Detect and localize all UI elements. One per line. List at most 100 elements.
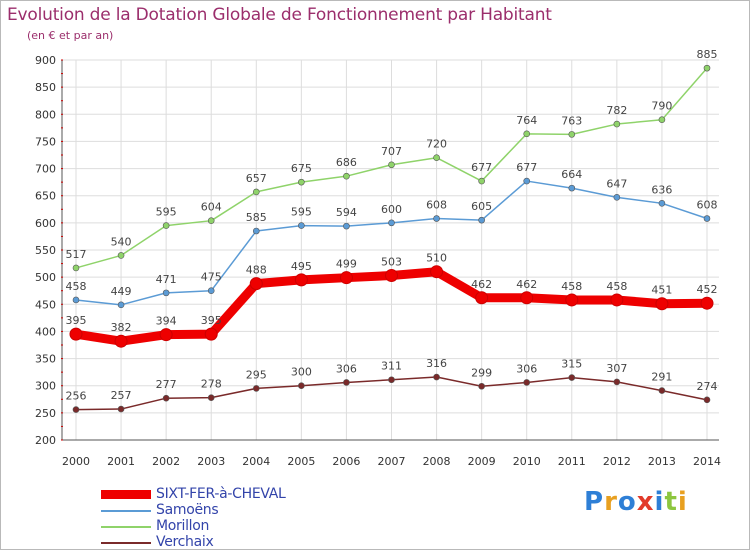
data-label: 510 [426,252,447,265]
data-label: 664 [561,168,582,181]
data-label: 636 [651,183,672,196]
legend-label-verchaix: Verchaix [156,534,214,550]
data-point [388,161,395,169]
data-label: 295 [246,368,267,381]
data-point [613,194,621,201]
y-tick-label: 200 [35,434,56,447]
x-tick-label: 2006 [332,455,360,468]
data-label: 256 [66,390,87,403]
legend-label-sixt: SIXT-FER-à-CHEVAL [156,486,286,502]
x-tick-label: 2000 [62,455,90,468]
data-point [478,382,485,390]
data-label: 720 [426,138,447,151]
y-tick-label: 400 [35,325,56,338]
data-point [523,379,531,386]
data-label: 395 [66,314,87,327]
x-tick-label: 2014 [693,455,721,468]
x-tick-label: 2005 [287,455,315,468]
data-label: 686 [336,156,357,169]
data-label: 763 [561,114,582,127]
data-point [478,216,485,224]
chart-title: Evolution de la Dotation Globale de Fonc… [7,5,552,25]
data-point [478,177,485,185]
data-label: 311 [381,360,402,373]
data-label: 278 [201,378,222,391]
y-tick-label: 600 [35,217,56,230]
data-point [114,334,128,348]
data-point [159,328,173,342]
data-label: 503 [381,256,402,269]
data-label: 277 [156,378,177,391]
data-point [703,64,711,72]
data-label: 488 [246,264,267,277]
data-point [658,387,666,394]
data-point [249,277,263,291]
data-label: 595 [291,206,312,219]
data-label: 495 [291,260,312,273]
data-point [385,269,398,283]
data-point [703,396,711,404]
data-point [343,222,350,230]
legend-swatch-samoens [101,510,151,512]
data-point [72,264,80,272]
data-label: 707 [381,145,402,158]
x-tick-label: 2003 [197,455,225,468]
data-label: 291 [651,371,672,384]
data-label: 604 [201,201,222,214]
data-label: 316 [426,357,447,370]
data-label: 471 [156,273,177,286]
x-tick-label: 2008 [423,455,451,468]
data-point [298,382,305,390]
data-point [523,177,531,185]
data-label: 499 [336,258,357,271]
data-point [69,327,83,341]
data-label: 595 [156,206,177,219]
data-label: 594 [336,206,357,219]
data-label: 274 [697,380,718,393]
y-tick-label: 450 [35,298,56,311]
data-point [339,271,353,285]
data-label: 462 [516,278,537,291]
y-tick-label: 350 [35,353,56,366]
data-point [520,291,534,305]
y-tick-label: 550 [35,244,56,257]
data-point [207,287,215,295]
data-point [72,296,80,304]
data-label: 657 [246,172,267,185]
data-point [433,154,440,162]
data-point [204,327,218,341]
data-label: 306 [336,362,357,375]
data-point [343,172,350,180]
chart-subtitle: (en € et par an) [27,29,114,42]
data-point [658,200,666,207]
data-point [565,293,579,307]
data-label: 257 [111,389,132,402]
data-point [568,374,576,381]
y-tick-label: 900 [35,54,56,67]
data-label: 462 [471,278,492,291]
data-label: 306 [516,362,537,375]
data-label: 517 [66,248,87,261]
data-label: 451 [651,284,672,297]
legend-swatch-verchaix [101,542,151,544]
data-point [343,379,350,386]
legend-label-morillon: Morillon [156,518,210,534]
data-label: 540 [111,235,132,248]
data-point [523,130,531,138]
data-label: 608 [697,199,718,212]
data-point [162,222,170,229]
data-label: 600 [381,203,402,216]
data-label: 677 [471,161,492,174]
data-point [298,222,305,229]
data-point [568,184,576,192]
data-point [658,116,666,124]
data-label: 300 [291,366,312,379]
data-point [252,227,260,235]
y-tick-label: 250 [35,407,56,420]
y-tick-label: 750 [35,135,56,148]
data-point [703,215,711,222]
data-point [207,217,215,224]
data-label: 394 [156,315,177,328]
data-label: 458 [606,280,627,293]
